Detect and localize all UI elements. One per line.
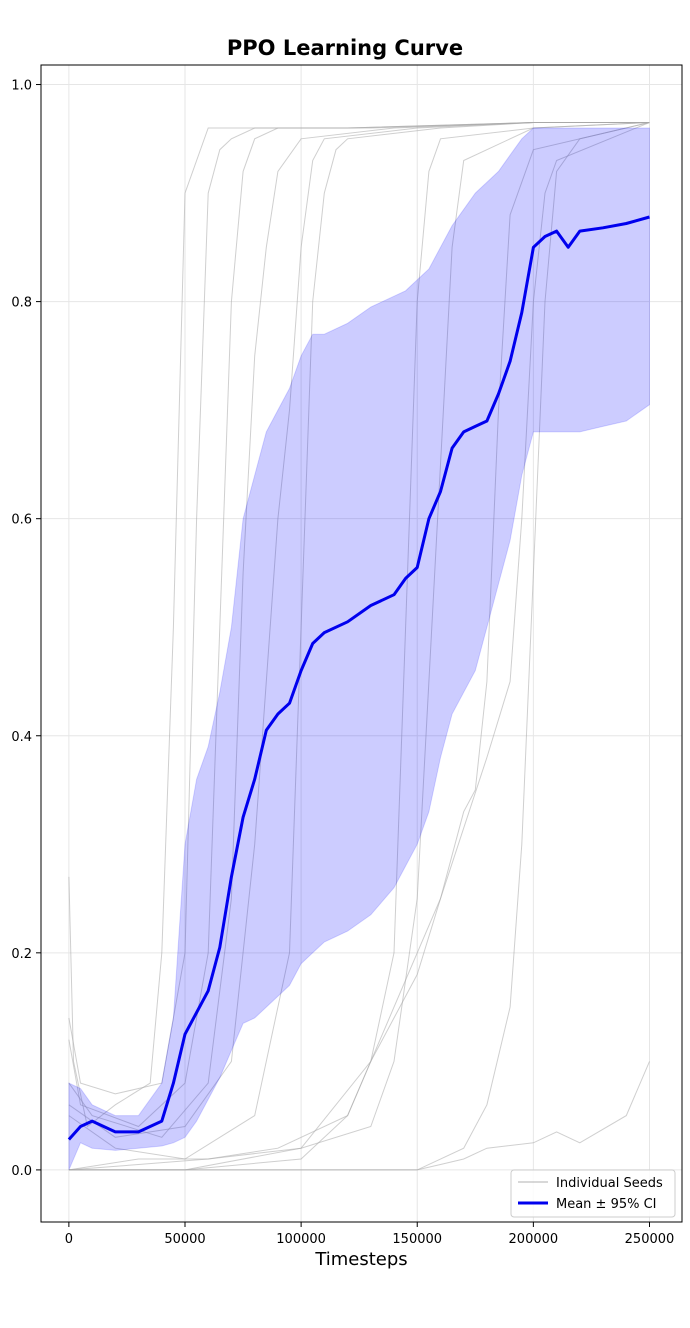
mean-line-group [67,215,650,1141]
y-tick-label: 1.0 [11,79,32,94]
grid [41,65,682,1222]
seed-line [68,122,650,1171]
legend-label-mean-ci: Mean ± 95% CI [556,1197,657,1212]
ci-band [68,127,650,1171]
plot-area [41,65,682,1222]
seed-line [68,122,650,1128]
seed-line [68,122,650,1171]
y-ticks: 0.0 0.2 0.4 0.6 0.8 1.0 [11,79,41,1179]
chart-title: PPO Learning Curve [226,36,464,60]
seed-lines [68,122,650,1171]
x-tick-label: 50000 [164,1232,205,1247]
plot-frame [40,64,683,1223]
x-axis-label: Timesteps [315,1249,408,1270]
y-tick-label: 0.0 [11,1164,32,1179]
seed-line [68,1061,650,1171]
seed-line [68,122,650,1138]
y-tick-label: 0.8 [11,296,32,311]
x-tick-label: 0 [65,1232,73,1247]
y-tick-label: 0.4 [11,730,32,745]
legend-label-individual-seeds: Individual Seeds [556,1176,663,1191]
seed-line [68,122,650,1138]
legend: Individual Seeds Mean ± 95% CI [510,1169,676,1218]
mean-line [67,215,650,1141]
ci-band-group [68,127,650,1171]
y-tick-label: 0.2 [11,947,32,962]
x-ticks: 0 50000 100000 150000 200000 250000 [65,1222,675,1247]
legend-box [510,1169,676,1218]
x-tick-label: 150000 [392,1232,442,1247]
x-tick-label: 250000 [625,1232,675,1247]
x-tick-label: 200000 [509,1232,559,1247]
y-tick-label: 0.6 [11,513,32,528]
x-tick-label: 100000 [276,1232,326,1247]
seed-line [68,122,650,1171]
